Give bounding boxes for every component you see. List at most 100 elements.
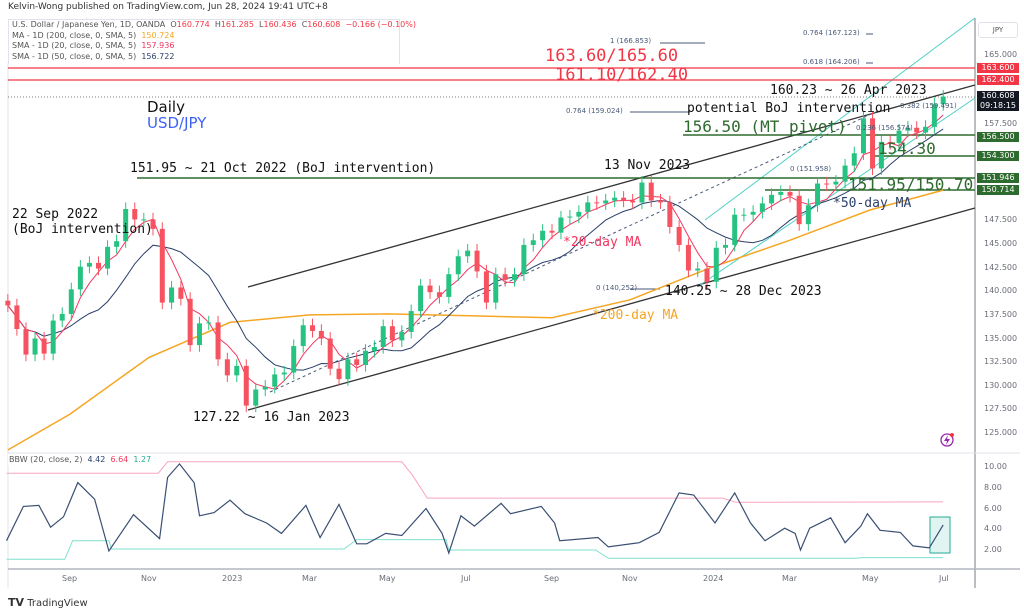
- candle[interactable]: [540, 224, 546, 247]
- candle[interactable]: [860, 111, 866, 160]
- candle[interactable]: [178, 280, 184, 306]
- candle[interactable]: [59, 307, 65, 328]
- candle[interactable]: [363, 344, 369, 372]
- bbw-lower-line[interactable]: [6, 539, 944, 560]
- candle[interactable]: [887, 135, 893, 150]
- candle[interactable]: [923, 120, 929, 140]
- bbw-highlight-box[interactable]: [929, 516, 951, 554]
- lightning-alert-icon[interactable]: [940, 433, 954, 447]
- candle[interactable]: [281, 365, 287, 382]
- candle[interactable]: [612, 191, 618, 208]
- candle[interactable]: [253, 382, 259, 413]
- candle[interactable]: [32, 331, 38, 362]
- candle[interactable]: [196, 316, 202, 352]
- candle[interactable]: [41, 331, 47, 361]
- candle[interactable]: [502, 267, 508, 287]
- candle[interactable]: [567, 209, 573, 225]
- candle[interactable]: [318, 324, 324, 346]
- candle[interactable]: [95, 256, 101, 276]
- candle[interactable]: [5, 294, 11, 313]
- candle[interactable]: [300, 318, 306, 353]
- candle[interactable]: [639, 175, 645, 210]
- candle[interactable]: [141, 212, 147, 227]
- candle[interactable]: [905, 121, 911, 138]
- candle[interactable]: [769, 188, 775, 210]
- candle[interactable]: [493, 267, 499, 310]
- candle[interactable]: [371, 340, 377, 358]
- candle[interactable]: [842, 158, 848, 189]
- candle[interactable]: [262, 380, 268, 397]
- candle[interactable]: [224, 352, 230, 382]
- legend-ma200-row[interactable]: MA - 1D (200, close, 0, SMA, 5) 150.724: [9, 31, 399, 42]
- bbw-upper-line[interactable]: [6, 461, 944, 503]
- bbw-line[interactable]: [5, 462, 944, 556]
- candle[interactable]: [418, 278, 424, 318]
- legend-sma20-row[interactable]: SMA - 1D (20, close, 0, SMA, 5) 157.936: [9, 41, 399, 52]
- candle[interactable]: [215, 315, 221, 366]
- candle[interactable]: [805, 198, 811, 231]
- candle[interactable]: [530, 233, 536, 252]
- candle[interactable]: [667, 195, 673, 234]
- candle[interactable]: [824, 176, 830, 192]
- candle[interactable]: [483, 264, 489, 310]
- candle[interactable]: [676, 220, 682, 252]
- candle[interactable]: [474, 244, 480, 279]
- candle[interactable]: [206, 315, 212, 330]
- candle[interactable]: [576, 205, 582, 224]
- candle[interactable]: [123, 202, 129, 248]
- candle[interactable]: [878, 135, 884, 176]
- candle[interactable]: [704, 261, 710, 289]
- candle[interactable]: [558, 210, 564, 240]
- candle[interactable]: [648, 175, 654, 208]
- candle[interactable]: [23, 322, 29, 362]
- candle[interactable]: [870, 111, 876, 176]
- candle[interactable]: [549, 224, 555, 240]
- candle[interactable]: [621, 191, 627, 208]
- candle[interactable]: [327, 331, 333, 376]
- candle[interactable]: [796, 189, 802, 231]
- candle[interactable]: [345, 352, 351, 386]
- candle[interactable]: [399, 325, 405, 348]
- candle[interactable]: [243, 359, 249, 413]
- candle[interactable]: [408, 304, 414, 339]
- candle[interactable]: [713, 241, 719, 289]
- candle[interactable]: [86, 256, 92, 274]
- tradingview-logo[interactable]: TV TradingView: [8, 596, 88, 609]
- candle[interactable]: [732, 208, 738, 252]
- candle[interactable]: [336, 362, 342, 386]
- fib-trend-dashed-line[interactable]: [269, 109, 881, 393]
- candle[interactable]: [741, 208, 747, 222]
- candle[interactable]: [427, 278, 433, 299]
- candle[interactable]: [234, 359, 240, 382]
- candle[interactable]: [685, 238, 691, 278]
- candle[interactable]: [521, 238, 527, 281]
- teal-channel-lower[interactable]: [699, 97, 976, 286]
- candle[interactable]: [159, 222, 165, 310]
- candle[interactable]: [68, 282, 74, 321]
- candle[interactable]: [150, 212, 156, 236]
- candle[interactable]: [695, 261, 701, 278]
- channel-upper-line[interactable]: [247, 84, 976, 288]
- candle[interactable]: [132, 202, 138, 227]
- candle[interactable]: [594, 195, 600, 210]
- candle[interactable]: [759, 196, 765, 219]
- candle[interactable]: [585, 195, 591, 219]
- candle[interactable]: [851, 146, 857, 173]
- candle[interactable]: [187, 292, 193, 352]
- bbw-legend[interactable]: BBW (20, close, 2) 4.42 6.64 1.27: [8, 454, 153, 465]
- ma200-line[interactable]: [7, 189, 944, 451]
- candle[interactable]: [50, 313, 56, 361]
- candle[interactable]: [896, 123, 902, 150]
- candle[interactable]: [833, 175, 839, 192]
- candle[interactable]: [14, 298, 20, 336]
- candle[interactable]: [105, 240, 111, 276]
- candle[interactable]: [354, 352, 360, 372]
- candle[interactable]: [722, 238, 728, 255]
- candle[interactable]: [630, 193, 636, 210]
- legend-sma50-row[interactable]: SMA - 1D (50, close, 0, SMA, 5) 156.722: [9, 52, 399, 63]
- candle[interactable]: [272, 367, 278, 394]
- candle[interactable]: [603, 193, 609, 210]
- candle[interactable]: [380, 319, 386, 354]
- currency-button[interactable]: JPY: [978, 22, 1018, 38]
